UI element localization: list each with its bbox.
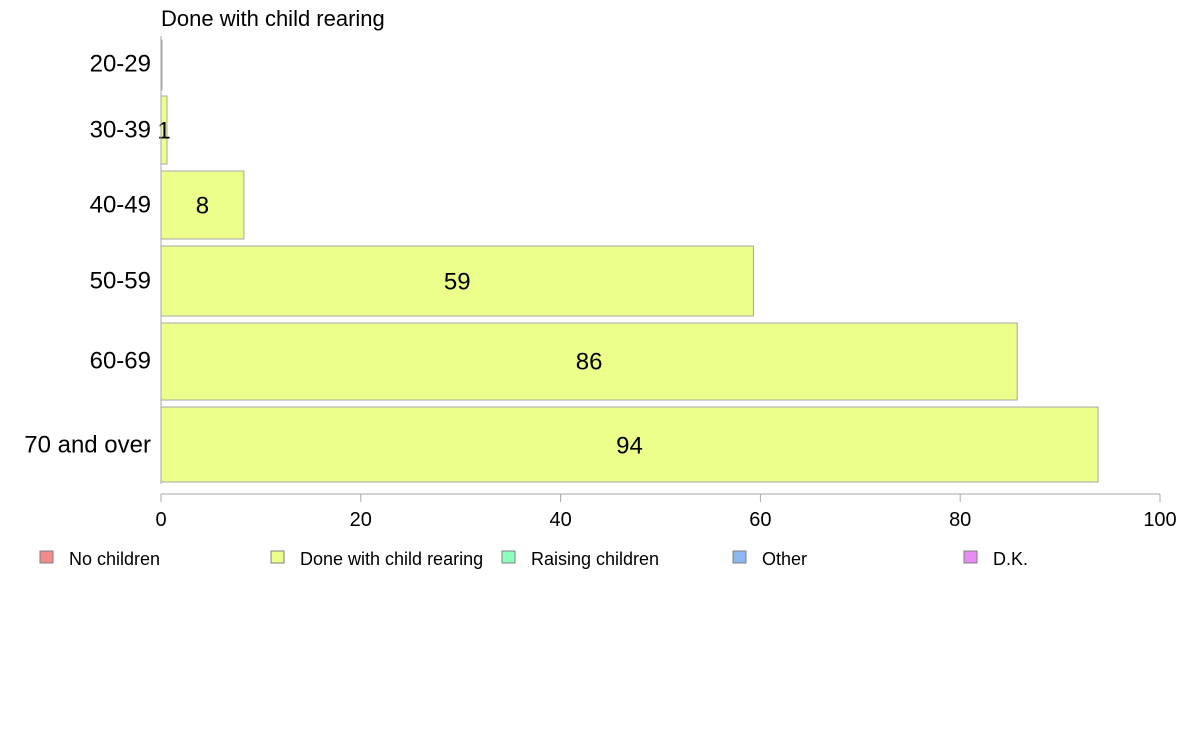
bars-group [160, 39, 1099, 483]
bar-50-59 [160, 245, 754, 317]
legend-label: No children [69, 549, 160, 569]
legend-label: Other [762, 549, 807, 569]
data-label: 1 [157, 117, 170, 144]
x-tick-label: 20 [350, 509, 372, 531]
legend-label: D.K. [993, 549, 1028, 569]
x-tick-label: 60 [749, 509, 771, 531]
x-tick-label: 80 [949, 509, 971, 531]
legend-swatch [963, 550, 978, 564]
category-label: 40-49 [90, 191, 151, 218]
legend-swatch [501, 550, 516, 564]
data-label: 8 [196, 192, 209, 219]
data-label: 59 [444, 268, 471, 295]
x-tick-label: 100 [1143, 509, 1176, 531]
x-tick-label: 40 [549, 509, 571, 531]
category-label: 50-59 [90, 267, 151, 294]
legend-swatch [39, 550, 54, 564]
bar-70-and-over [160, 406, 1099, 483]
legend-label: Raising children [531, 549, 659, 569]
data-label: 94 [616, 432, 643, 459]
category-labels: 20-29 30-39 40-49 50-59 60-69 70 and over [24, 50, 151, 458]
data-label: 86 [576, 348, 603, 375]
chart-title: Done with child rearing [161, 6, 385, 31]
bar-60-69 [160, 322, 1018, 401]
legend-label: Done with child rearing [300, 549, 483, 569]
legend-swatch [732, 550, 747, 564]
category-label: 20-29 [90, 50, 151, 77]
bar-40-49 [160, 170, 245, 240]
category-label: 60-69 [90, 347, 151, 374]
category-label: 70 and over [24, 431, 151, 458]
x-tick-label: 0 [155, 509, 166, 531]
category-label: 30-39 [90, 116, 151, 143]
x-axis: 0 20 40 60 80 100 [155, 36, 1177, 531]
legend-swatch [270, 550, 285, 564]
legend: No children Done with child rearing Raisin… [39, 549, 1028, 569]
